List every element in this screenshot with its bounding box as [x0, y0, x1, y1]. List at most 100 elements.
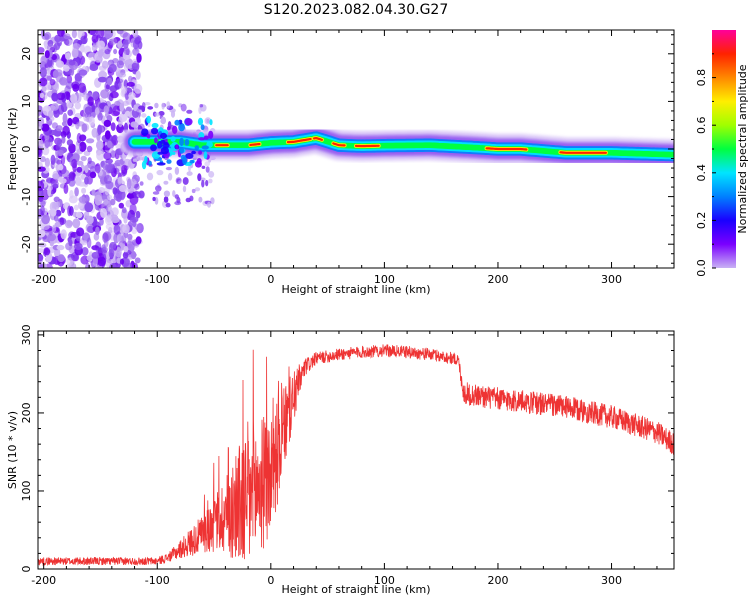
- spectrogram-scatter-cell: [201, 165, 206, 169]
- spectrogram-noise-cell: [126, 81, 135, 87]
- spectrogram-noise-cell: [51, 54, 57, 61]
- spectrogram-noise-cell: [55, 60, 65, 68]
- snr-panel: -200 -100 0 100 200 300 0 100 200 300 Height of …: [6, 324, 675, 596]
- spectrogram-noise-cell: [56, 244, 65, 251]
- spectrogram-scatter-cell: [186, 109, 193, 114]
- spectrogram-scatter-cell: [204, 161, 210, 167]
- spectrogram-noise-cell: [62, 112, 68, 124]
- spectrogram-noise-cell: [123, 215, 128, 224]
- snr-x-tick-label: 100: [374, 574, 395, 587]
- spectrogram-noise-cell: [68, 239, 73, 247]
- spectrogram-noise-cell: [117, 41, 123, 49]
- spectrogram-noise-cell: [104, 49, 111, 55]
- spectrogram-noise-cell: [55, 143, 62, 151]
- spectrogram-noise-cell: [81, 247, 89, 256]
- spectrogram-noise-cell: [86, 237, 92, 249]
- spectrogram-noise-cell: [108, 63, 117, 73]
- spectrogram-noise-cell: [50, 208, 57, 217]
- spectrogram-scatter-cell: [146, 172, 154, 181]
- spectrogram-noise-cell: [131, 62, 139, 70]
- spectrogram-noise-cell: [91, 251, 100, 259]
- spectrogram-turbulent-cell: [208, 130, 214, 139]
- spectrogram-noise-cell: [46, 82, 52, 91]
- spectrogram-noise-cell: [86, 215, 94, 225]
- spectrogram-noise-cell: [103, 119, 112, 127]
- spectrogram-noise-cell: [87, 52, 97, 61]
- spectrogram-noise-cell: [97, 76, 107, 83]
- spectrogram-x-tick-label: -200: [31, 273, 56, 286]
- spectrogram-scatter-cell: [208, 178, 213, 184]
- spectrogram-ridge-hot: [485, 147, 528, 151]
- spectrogram-noise-cell: [72, 83, 80, 92]
- spectrogram-noise-cell: [87, 96, 94, 107]
- spectrogram-noise-cell: [79, 134, 87, 142]
- spectrogram-noise-cell: [125, 200, 132, 208]
- spectrogram-noise-cell: [94, 194, 103, 206]
- spectrogram-scatter-cell: [139, 181, 144, 186]
- spectrogram-noise-cell: [50, 180, 59, 188]
- spectrogram-noise-cell: [106, 140, 113, 148]
- spectrogram-scatter-cell: [163, 196, 169, 203]
- spectrogram-noise-cell: [55, 201, 61, 208]
- spectrogram-noise-cell: [104, 130, 111, 140]
- spectrogram-noise-cell: [84, 106, 93, 115]
- spectrogram-scatter-cell: [158, 111, 165, 116]
- spectrogram-scatter-cell: [166, 101, 171, 109]
- colorbar-tick-label: 0.0: [695, 259, 708, 277]
- spectrogram-noise-cell: [134, 223, 142, 231]
- spectrogram-noise-cell: [38, 123, 43, 130]
- spectrogram-noise-cell: [109, 241, 117, 249]
- spectrogram-noise-cell: [54, 157, 59, 164]
- spectrogram-noise-cell: [47, 233, 57, 242]
- spectrogram-turbulent-cell: [175, 144, 179, 150]
- spectrogram-scatter-cell: [174, 166, 180, 175]
- spectrogram-noise-cell: [97, 112, 103, 121]
- spectrogram-noise-cell: [111, 216, 120, 224]
- spectrogram-noise-cell: [95, 163, 101, 174]
- spectrogram-noise-cell: [51, 122, 59, 129]
- spectrogram-noise-cell: [128, 75, 133, 83]
- snr-y-tick-label: 100: [20, 480, 33, 501]
- spectrogram-noise-cell: [63, 183, 69, 194]
- spectrogram-noise-cell: [91, 44, 98, 52]
- spectrogram-turbulent-cell: [160, 139, 166, 144]
- spectrogram-noise-cell: [42, 224, 50, 231]
- spectrogram-noise-cell: [74, 102, 82, 110]
- spectrogram-noise-cell: [119, 189, 126, 201]
- spectrogram-scatter-cell: [165, 166, 172, 171]
- spectrogram-noise-cell: [54, 34, 62, 43]
- spectrogram-noise-cell: [105, 180, 114, 190]
- spectrogram-turbulent-cell: [179, 137, 184, 147]
- spectrogram-noise-cell: [76, 121, 85, 127]
- spectrogram-y-tick-label: 20: [20, 47, 33, 61]
- spectrogram-noise-cell: [38, 139, 44, 150]
- spectrogram-turbulent-cell: [203, 151, 208, 160]
- spectrogram-ridge-hot: [249, 142, 261, 147]
- spectrogram-turbulent-cell: [174, 119, 180, 126]
- spectrogram-noise-cell: [65, 81, 74, 90]
- spectrogram-noise-cell: [112, 187, 118, 195]
- spectrogram-turbulent-cell: [189, 159, 195, 164]
- spectrogram-scatter-cell: [174, 201, 182, 206]
- spectrogram-scatter-cell: [154, 112, 160, 117]
- figure-title: S120.2023.082.04.30.G27: [264, 2, 449, 18]
- spectrogram-noise-cell: [44, 157, 51, 168]
- spectrogram-scatter-cell: [207, 201, 211, 208]
- spectrogram-noise-cell: [59, 178, 67, 184]
- spectrogram-noise-cell: [111, 135, 117, 144]
- spectrogram-noise-cell: [130, 251, 137, 260]
- spectrogram-noise-cell: [135, 236, 142, 245]
- spectrogram-noise-cell: [91, 34, 99, 43]
- spectrogram-scatter-cell: [141, 102, 146, 110]
- spectrogram-turbulent-cell: [141, 128, 149, 136]
- spectrogram-turbulent-cell: [148, 160, 152, 166]
- spectrogram-scatter-cell: [172, 190, 176, 197]
- spectrogram-noise-cell: [68, 60, 76, 66]
- spectrogram-noise-cell: [120, 86, 128, 95]
- spectrogram-noise-cell: [73, 242, 83, 250]
- spectrogram-noise-cell: [91, 127, 99, 138]
- colorbar-ticks: 0.0 0.2 0.4 0.6 0.8: [695, 53, 716, 277]
- spectrogram-noise-cell: [89, 63, 99, 71]
- spectrogram-scatter-cell: [198, 196, 203, 203]
- spectrogram-noise-cell: [121, 164, 128, 175]
